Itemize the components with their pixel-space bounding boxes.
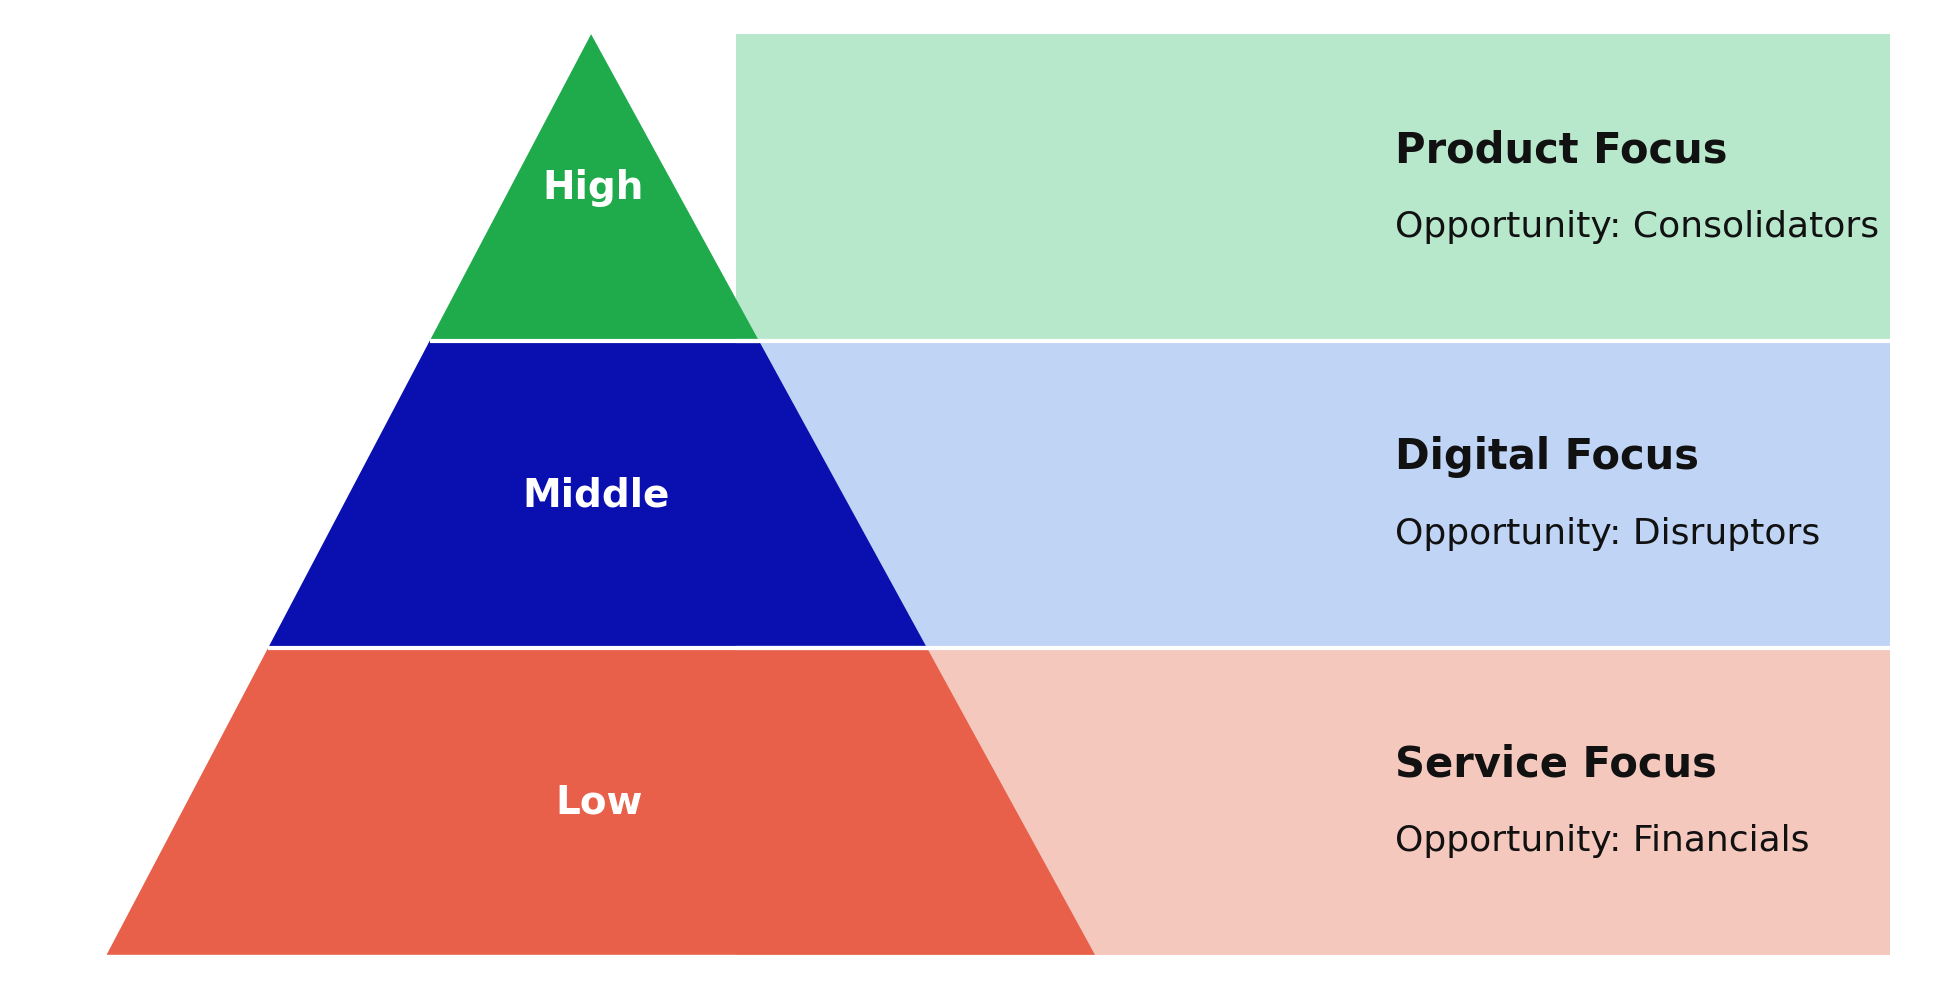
Text: Opportunity: Financials: Opportunity: Financials xyxy=(1395,822,1810,857)
Text: Product Focus: Product Focus xyxy=(1395,129,1729,172)
Bar xyxy=(736,649,1890,955)
Polygon shape xyxy=(267,341,926,649)
Text: High: High xyxy=(543,170,643,208)
Polygon shape xyxy=(107,649,1095,955)
Bar xyxy=(736,35,1890,341)
Text: Low: Low xyxy=(556,782,643,820)
Text: Service Focus: Service Focus xyxy=(1395,742,1717,784)
Polygon shape xyxy=(430,35,760,341)
Text: Middle: Middle xyxy=(521,476,671,514)
Bar xyxy=(736,341,1890,649)
Text: Opportunity: Disruptors: Opportunity: Disruptors xyxy=(1395,517,1820,550)
Text: Digital Focus: Digital Focus xyxy=(1395,436,1700,477)
Text: Opportunity: Consolidators: Opportunity: Consolidators xyxy=(1395,210,1880,244)
